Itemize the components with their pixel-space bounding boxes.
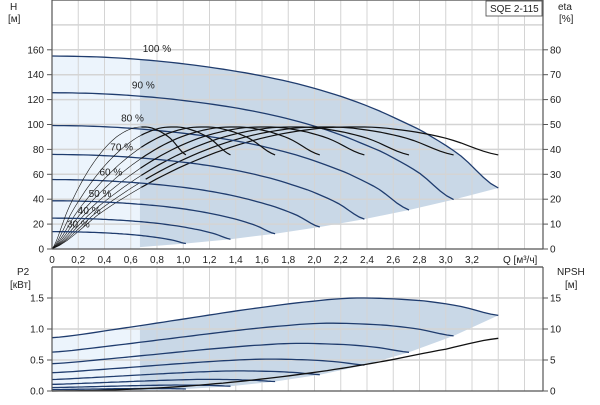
eta-curve-thin-80 bbox=[51, 175, 142, 250]
eta-tick-label: 0 bbox=[550, 245, 556, 256]
eta-tick-label: 70 bbox=[550, 70, 562, 81]
head-curve-100 bbox=[51, 55, 499, 189]
eta-curve-50 bbox=[140, 126, 276, 156]
x-tick-label: 3,0 bbox=[439, 255, 453, 266]
speed-label: 90 % bbox=[132, 81, 155, 92]
x-tick-label: 1,4 bbox=[229, 255, 243, 266]
eta-tick-label: 50 bbox=[550, 120, 562, 131]
x-tick-label: 2,6 bbox=[386, 255, 400, 266]
x-tick-label: 2,4 bbox=[360, 255, 374, 266]
eta-tick-label: 30 bbox=[550, 170, 562, 181]
q-axis-label: Q [м³/ч] bbox=[503, 255, 538, 266]
npsh-tick-label: 15 bbox=[550, 294, 562, 305]
power-curve-100 bbox=[51, 297, 499, 339]
eta-curve-thin-70 bbox=[51, 167, 141, 250]
x-tick-label: 0,2 bbox=[71, 255, 85, 266]
x-tick-label: 1,2 bbox=[203, 255, 217, 266]
npsh-curve bbox=[51, 337, 499, 392]
speed-label: 30 % bbox=[67, 220, 90, 231]
eta-tick-label: 60 bbox=[550, 95, 562, 106]
h-tick-label: 80 bbox=[33, 145, 45, 156]
npsh-tick-label: 10 bbox=[550, 325, 562, 336]
eta-curve-thin-40 bbox=[51, 134, 142, 250]
speed-label: 80 % bbox=[121, 113, 144, 124]
p2-tick-label: 0.5 bbox=[30, 356, 44, 367]
x-tick-label: 1,0 bbox=[176, 255, 190, 266]
eta-tick-label: 20 bbox=[550, 195, 562, 206]
h-tick-label: 160 bbox=[27, 45, 44, 56]
x-tick-label: 3,2 bbox=[465, 255, 479, 266]
dark-area bbox=[139, 59, 499, 248]
eta-curve-thin-60 bbox=[51, 158, 142, 250]
h-axis-unit: [м] bbox=[8, 14, 21, 25]
x-tick-label: 0,8 bbox=[150, 255, 164, 266]
p2-tick-label: 1.0 bbox=[30, 325, 44, 336]
power-curve-50 bbox=[52, 378, 276, 385]
npsh-axis-unit: [м] bbox=[565, 280, 578, 291]
h-tick-label: 140 bbox=[27, 70, 44, 81]
eta-curve-30 bbox=[141, 126, 187, 156]
eta-curve-thin-100 bbox=[51, 187, 142, 250]
eta-curve-thin-90 bbox=[51, 183, 140, 250]
axes: 0 0,2 0,4 0,6 0,8 1,0 1,2 1,4 1,6 1,8 2,0 2,2 2,4 2,6… bbox=[27, 0, 562, 398]
p2-axis-unit: [кВт] bbox=[10, 280, 31, 291]
speed-label: 100 % bbox=[143, 44, 171, 55]
eta-axis-unit: [%] bbox=[559, 14, 574, 25]
power-curve-80 bbox=[51, 342, 410, 365]
eta-tick-label: 80 bbox=[550, 45, 562, 56]
h-tick-label: 100 bbox=[27, 120, 44, 131]
curves: 100 % 90 % 80 % 70 % 60 % 50 % 40 % 30 % bbox=[51, 44, 499, 392]
eta-axis-label: eta bbox=[558, 2, 572, 13]
legend-box bbox=[485, 0, 543, 17]
eta-curve-thin-50 bbox=[51, 147, 142, 250]
p2-tick-label: 0.0 bbox=[30, 387, 44, 398]
h-tick-label: 120 bbox=[27, 95, 44, 106]
eta-tick-label: 10 bbox=[550, 220, 562, 231]
h-tick-label: 40 bbox=[33, 195, 45, 206]
head-curve-70 bbox=[51, 153, 365, 220]
h-tick-label: 0 bbox=[38, 245, 44, 256]
legend-text: SQE 2-115 bbox=[490, 4, 539, 15]
head-curve-30 bbox=[52, 230, 187, 245]
x-tick-label: 2,8 bbox=[413, 255, 427, 266]
x-tick-label: 0,6 bbox=[124, 255, 138, 266]
h-axis-label: H bbox=[10, 2, 17, 13]
x-tick-label: 2,0 bbox=[308, 255, 322, 266]
x-tick-label: 2,2 bbox=[334, 255, 348, 266]
head-curve-90 bbox=[51, 92, 454, 201]
npsh-tick-label: 0 bbox=[550, 387, 556, 398]
eta-curve-90 bbox=[145, 126, 454, 180]
power-curve-90 bbox=[51, 322, 454, 353]
power-curve-70 bbox=[51, 358, 365, 374]
npsh-tick-label: 5 bbox=[550, 356, 556, 367]
p2-axis-label: P2 bbox=[17, 267, 30, 278]
light-area bbox=[52, 325, 140, 391]
head-curve-80 bbox=[51, 124, 410, 211]
speed-label: 70 % bbox=[110, 142, 133, 153]
speed-label: 50 % bbox=[89, 189, 112, 200]
eta-curve-60 bbox=[140, 126, 321, 159]
x-tick-label: 0,4 bbox=[98, 255, 112, 266]
power-curve-30 bbox=[51, 387, 186, 391]
h-tick-label: 20 bbox=[33, 220, 45, 231]
x-tick-label: 0 bbox=[49, 255, 55, 266]
p2-tick-label: 1.5 bbox=[30, 294, 44, 305]
head-curve-40 bbox=[52, 217, 231, 240]
head-curve-60 bbox=[51, 178, 321, 228]
x-tick-label: 1,6 bbox=[255, 255, 269, 266]
head-curve-50 bbox=[52, 200, 276, 235]
eta-tick-label: 40 bbox=[550, 145, 562, 156]
h-tick-label: 60 bbox=[33, 170, 45, 181]
speed-label: 40 % bbox=[78, 206, 101, 217]
npsh-axis-label: NPSH bbox=[557, 267, 585, 278]
grid bbox=[51, 0, 543, 391]
power-curve-60 bbox=[51, 370, 320, 381]
x-tick-label: 1,8 bbox=[281, 255, 295, 266]
speed-label: 60 % bbox=[99, 168, 122, 179]
eta-curve-thin-30 bbox=[51, 126, 142, 250]
